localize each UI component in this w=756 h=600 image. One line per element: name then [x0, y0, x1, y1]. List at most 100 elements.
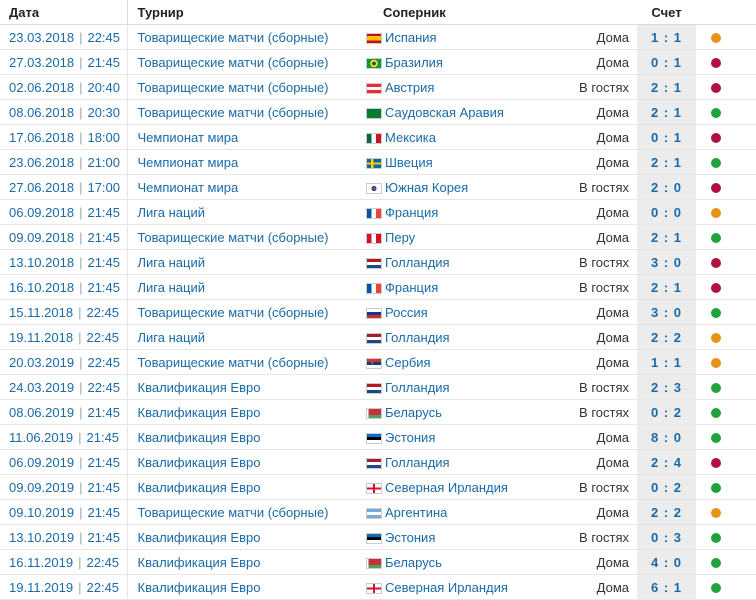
match-tournament[interactable]: Квалификация Евро — [127, 474, 356, 500]
match-opponent[interactable]: Франция — [383, 199, 527, 225]
table-row[interactable]: 08.06.2018 | 20:30 Товарищеские матчи (сбор… — [0, 99, 756, 125]
match-opponent[interactable]: Северная Ирландия — [383, 474, 527, 500]
match-tournament[interactable]: Товарищеские матчи (сборные) — [127, 349, 356, 375]
match-datetime[interactable]: 06.09.2019 | 21:45 — [0, 449, 128, 475]
match-time[interactable]: 21:45 — [87, 454, 121, 470]
match-score[interactable]: 2 : 2 — [637, 499, 696, 525]
match-time[interactable]: 21:45 — [87, 504, 121, 520]
match-datetime[interactable]: 27.06.2018 | 17:00 — [0, 174, 128, 200]
match-time[interactable]: 18:00 — [87, 129, 121, 145]
match-date[interactable]: 27.03.2018 — [9, 54, 75, 70]
match-score[interactable]: 3 : 0 — [637, 249, 696, 275]
match-datetime[interactable]: 09.09.2019 | 21:45 — [0, 474, 128, 500]
table-row[interactable]: 15.11.2018 | 22:45 Товарищеские матчи (сбор… — [0, 299, 756, 325]
match-tournament[interactable]: Квалификация Евро — [127, 574, 356, 600]
match-datetime[interactable]: 09.10.2019 | 21:45 — [0, 499, 128, 525]
match-score[interactable]: 2 : 3 — [637, 374, 696, 400]
match-datetime[interactable]: 23.06.2018 | 21:00 — [0, 149, 128, 175]
table-row[interactable]: 13.10.2018 | 21:45 Лига наций Голландия В гос… — [0, 249, 756, 275]
match-datetime[interactable]: 16.11.2019 | 22:45 — [0, 549, 128, 575]
match-date[interactable]: 16.11.2019 — [9, 554, 74, 570]
match-opponent[interactable]: Южная Корея — [383, 174, 527, 200]
match-score[interactable]: 6 : 1 — [637, 574, 696, 600]
match-datetime[interactable]: 02.06.2018 | 20:40 — [0, 74, 128, 100]
match-opponent[interactable]: Голландия — [383, 249, 527, 275]
match-date[interactable]: 09.09.2018 — [9, 229, 75, 245]
match-opponent[interactable]: Голландия — [383, 324, 527, 350]
match-time[interactable]: 21:45 — [87, 404, 121, 420]
match-datetime[interactable]: 19.11.2018 | 22:45 — [0, 324, 128, 350]
match-date[interactable]: 02.06.2018 — [9, 79, 75, 95]
match-opponent[interactable]: Испания — [383, 24, 527, 50]
table-row[interactable]: 19.11.2019 | 22:45 Квалификация Евро Северна… — [0, 574, 756, 600]
match-score[interactable]: 0 : 3 — [637, 524, 696, 550]
table-row[interactable]: 06.09.2019 | 21:45 Квалификация Евро Голланд… — [0, 449, 756, 475]
match-opponent[interactable]: Аргентина — [383, 499, 527, 525]
match-score[interactable]: 2 : 4 — [637, 449, 696, 475]
match-tournament[interactable]: Товарищеские матчи (сборные) — [127, 99, 356, 125]
match-score[interactable]: 2 : 1 — [637, 224, 696, 250]
match-tournament[interactable]: Чемпионат мира — [127, 124, 356, 150]
match-time[interactable]: 21:45 — [87, 279, 121, 295]
match-time[interactable]: 21:45 — [87, 229, 121, 245]
table-row[interactable]: 17.06.2018 | 18:00 Чемпионат мира Мексика Дом… — [0, 124, 756, 150]
match-date[interactable]: 24.03.2019 — [9, 379, 75, 395]
match-date[interactable]: 11.06.2019 — [9, 429, 74, 445]
match-score[interactable]: 2 : 2 — [637, 324, 696, 350]
match-tournament[interactable]: Квалификация Евро — [127, 449, 356, 475]
match-datetime[interactable]: 20.03.2019 | 22:45 — [0, 349, 128, 375]
table-row[interactable]: 23.06.2018 | 21:00 Чемпионат мира Швеция Дома… — [0, 149, 756, 175]
match-datetime[interactable]: 13.10.2018 | 21:45 — [0, 249, 128, 275]
table-row[interactable]: 16.10.2018 | 21:45 Лига наций Франция В гостя… — [0, 274, 756, 300]
match-datetime[interactable]: 19.11.2019 | 22:45 — [0, 574, 128, 600]
match-time[interactable]: 22:45 — [86, 304, 120, 320]
match-tournament[interactable]: Товарищеские матчи (сборные) — [127, 49, 356, 75]
table-row[interactable]: 09.09.2018 | 21:45 Товарищеские матчи (сбор… — [0, 224, 756, 250]
match-time[interactable]: 20:30 — [87, 104, 121, 120]
match-time[interactable]: 22:45 — [86, 579, 120, 595]
match-opponent[interactable]: Сербия — [383, 349, 527, 375]
header-score[interactable]: Счет — [637, 0, 696, 25]
match-tournament[interactable]: Лига наций — [127, 249, 356, 275]
match-date[interactable]: 08.06.2018 — [9, 104, 75, 120]
match-datetime[interactable]: 08.06.2019 | 21:45 — [0, 399, 128, 425]
match-datetime[interactable]: 08.06.2018 | 20:30 — [0, 99, 128, 125]
match-opponent[interactable]: Бразилия — [383, 49, 527, 75]
match-score[interactable]: 0 : 0 — [637, 199, 696, 225]
match-score[interactable]: 2 : 1 — [637, 274, 696, 300]
match-score[interactable]: 2 : 1 — [637, 149, 696, 175]
table-row[interactable]: 06.09.2018 | 21:45 Лига наций Франция Дома 0 :… — [0, 199, 756, 225]
match-score[interactable]: 1 : 1 — [637, 349, 696, 375]
table-row[interactable]: 11.06.2019 | 21:45 Квалификация Евро Эстония… — [0, 424, 756, 450]
match-time[interactable]: 21:45 — [86, 429, 120, 445]
match-time[interactable]: 21:45 — [87, 54, 121, 70]
table-row[interactable]: 16.11.2019 | 22:45 Квалификация Евро Беларус… — [0, 549, 756, 575]
match-opponent[interactable]: Россия — [383, 299, 527, 325]
match-date[interactable]: 06.09.2018 — [9, 204, 75, 220]
match-date[interactable]: 27.06.2018 — [9, 179, 75, 195]
table-row[interactable]: 19.11.2018 | 22:45 Лига наций Голландия Дома 2… — [0, 324, 756, 350]
match-time[interactable]: 21:00 — [87, 154, 121, 170]
match-date[interactable]: 13.10.2019 — [9, 529, 75, 545]
match-date[interactable]: 19.11.2018 — [9, 329, 74, 345]
match-time[interactable]: 21:45 — [87, 204, 121, 220]
match-tournament[interactable]: Товарищеские матчи (сборные) — [127, 299, 356, 325]
match-time[interactable]: 22:45 — [87, 379, 121, 395]
match-datetime[interactable]: 23.03.2018 | 22:45 — [0, 24, 128, 50]
match-tournament[interactable]: Квалификация Евро — [127, 424, 356, 450]
table-row[interactable]: 09.09.2019 | 21:45 Квалификация Евро Северна… — [0, 474, 756, 500]
match-tournament[interactable]: Лига наций — [127, 324, 356, 350]
match-opponent[interactable]: Беларусь — [383, 399, 527, 425]
match-date[interactable]: 09.09.2019 — [9, 479, 75, 495]
match-opponent[interactable]: Голландия — [383, 374, 527, 400]
match-tournament[interactable]: Товарищеские матчи (сборные) — [127, 74, 356, 100]
table-row[interactable]: 27.03.2018 | 21:45 Товарищеские матчи (сбор… — [0, 49, 756, 75]
match-date[interactable]: 09.10.2019 — [9, 504, 75, 520]
table-row[interactable]: 27.06.2018 | 17:00 Чемпионат мира Южная Коре… — [0, 174, 756, 200]
match-opponent[interactable]: Швеция — [383, 149, 527, 175]
match-score[interactable]: 0 : 2 — [637, 474, 696, 500]
match-tournament[interactable]: Чемпионат мира — [127, 174, 356, 200]
match-date[interactable]: 23.03.2018 — [9, 29, 75, 45]
match-datetime[interactable]: 06.09.2018 | 21:45 — [0, 199, 128, 225]
match-score[interactable]: 2 : 0 — [637, 174, 696, 200]
